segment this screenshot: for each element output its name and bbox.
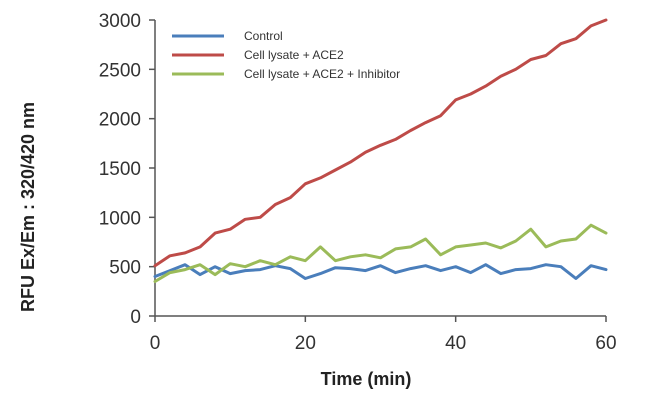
y-axis-title: RFU Ex/Em : 320/420 nm bbox=[18, 102, 38, 312]
series-layer bbox=[153, 18, 608, 283]
series-line-2 bbox=[153, 18, 608, 268]
x-tick-label: 60 bbox=[595, 333, 616, 354]
legend-label: Cell lysate + ACE2 + Inhibitor bbox=[244, 67, 400, 81]
series-line-3 bbox=[153, 223, 608, 283]
x-tick-label: 20 bbox=[295, 333, 316, 354]
series-line-1 bbox=[153, 263, 608, 280]
legend-label: Cell lysate + ACE2 bbox=[244, 48, 344, 62]
x-axis-title: Time (min) bbox=[321, 369, 412, 389]
y-tick-label: 1000 bbox=[99, 208, 141, 229]
y-tick-label: 2500 bbox=[99, 60, 141, 81]
x-tick-label: 0 bbox=[150, 333, 161, 354]
y-tick-label: 2000 bbox=[99, 110, 141, 131]
axes: 0 500 1000 1500 2000 2500 3000 0 20 40 60 bbox=[99, 11, 617, 354]
y-tick-label: 0 bbox=[130, 307, 141, 328]
y-tick-label: 1500 bbox=[99, 159, 141, 180]
x-tick-label: 40 bbox=[445, 333, 466, 354]
legend: Control Cell lysate + ACE2 Cell lysate + A… bbox=[172, 29, 400, 81]
y-tick-label: 3000 bbox=[99, 11, 141, 32]
legend-label: Control bbox=[244, 29, 283, 43]
y-tick-label: 500 bbox=[109, 258, 141, 279]
